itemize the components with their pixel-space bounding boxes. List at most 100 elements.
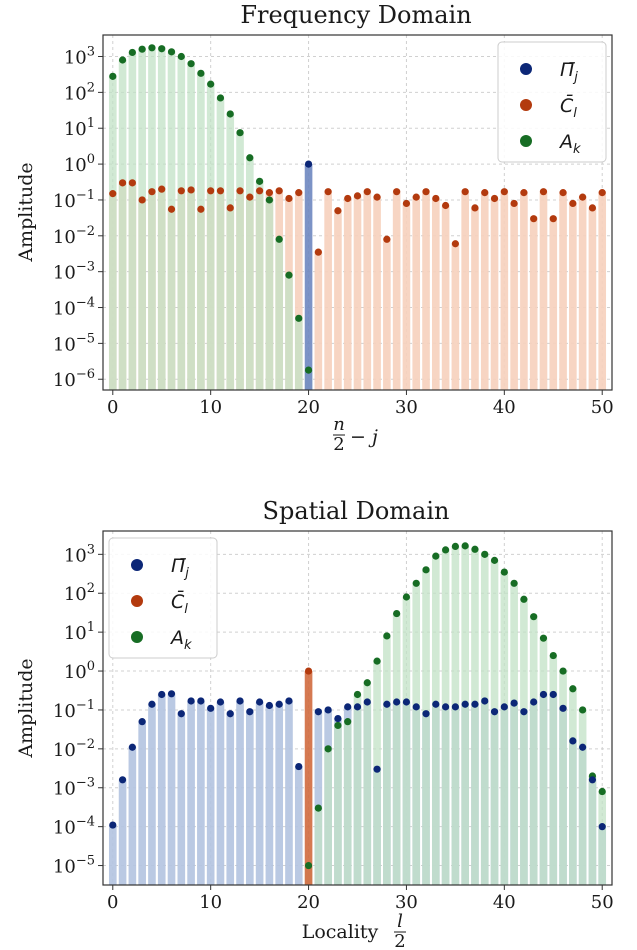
c-point (334, 207, 342, 215)
c-point (383, 235, 391, 243)
a-bar (324, 748, 332, 885)
pi-point (569, 737, 577, 745)
legend-marker-pi (131, 559, 143, 571)
a-point (187, 60, 195, 68)
x-axis-label-frac-denominator: 2 (333, 434, 344, 455)
pi-point (510, 699, 518, 707)
pi-bar (216, 702, 225, 885)
a-bar (285, 275, 293, 390)
a-bar (246, 157, 254, 390)
legend-marker-a (520, 135, 532, 147)
c-point (461, 188, 469, 196)
a-bar (569, 688, 577, 885)
y-axis-label: Amplitude (15, 658, 37, 758)
a-point (236, 129, 244, 137)
pi-bar (118, 779, 127, 885)
c-point (559, 189, 567, 197)
a-bar (588, 776, 597, 885)
a-bar (294, 318, 303, 390)
y-tick-label: 10−4 (53, 296, 95, 320)
pi-point (559, 704, 567, 712)
c-bar (471, 207, 479, 390)
a-point (167, 48, 176, 56)
c-point (246, 193, 254, 201)
a-bar (197, 73, 205, 390)
c-point (295, 189, 303, 197)
legend-label-pi: Π̄j (560, 59, 578, 85)
pi-bar (187, 700, 195, 885)
plot-area: 0 10 20 30 40 50 10−5 10−4 10−3 10−2 10−1 100 101 102… (53, 530, 614, 913)
pi-point (579, 743, 587, 751)
pi-point (246, 708, 254, 716)
a-point (138, 45, 146, 53)
x-tick-label: 30 (395, 892, 418, 913)
c-bar (431, 198, 440, 390)
frequency-domain-panel: Frequency Domain Amplitude n 2 − j 0 10 20… (15, 1, 614, 455)
c-point (363, 188, 371, 196)
c-point (441, 201, 450, 210)
a-bar (471, 549, 479, 885)
a-point (256, 177, 264, 185)
pi-bar (285, 700, 293, 885)
a-bar (480, 554, 489, 885)
a-point (285, 271, 293, 279)
legend-label-a: Ak (169, 627, 192, 653)
x-axis-label-frac-denominator: 2 (394, 931, 405, 950)
x-tick-label: 10 (199, 397, 222, 418)
c-point (216, 187, 225, 195)
c-bar (422, 191, 430, 390)
c-point (598, 189, 606, 197)
c-bar (578, 197, 587, 390)
a-point (197, 69, 205, 77)
y-tick-label: 10−2 (53, 737, 95, 761)
c-point (412, 193, 420, 201)
pi-point (216, 698, 225, 706)
c-point (275, 187, 283, 195)
a-point (344, 718, 352, 726)
pi-bar (108, 825, 117, 885)
c-point (510, 199, 518, 208)
pi-bar (128, 747, 137, 885)
c-point (138, 196, 146, 204)
a-bar (392, 613, 401, 885)
pi-bar (304, 164, 313, 390)
a-bar (598, 791, 607, 885)
c-bar (490, 198, 499, 390)
y-tick-label: 10−5 (53, 854, 95, 878)
a-point (471, 545, 479, 553)
pi-bar (206, 708, 215, 885)
pi-bar (148, 704, 156, 885)
a-point (490, 556, 499, 564)
pi-point (373, 765, 381, 773)
c-point (167, 205, 176, 213)
chart-title: Spatial Domain (263, 497, 450, 525)
a-point (304, 366, 313, 374)
y-tick-label: 102 (64, 80, 95, 104)
x-axis-label-rest: − j (350, 426, 378, 448)
a-point (177, 52, 185, 61)
pi-point (275, 700, 283, 708)
a-point (334, 721, 342, 730)
a-point (539, 634, 548, 642)
pi-point (598, 823, 606, 831)
a-bar (334, 725, 342, 885)
legend-marker-pi (520, 63, 532, 75)
a-point (500, 568, 508, 576)
pi-point (236, 697, 244, 705)
a-bar (167, 51, 176, 391)
a-point (363, 679, 371, 687)
pi-bar (167, 693, 176, 885)
a-bar (422, 569, 430, 885)
pi-point (461, 700, 469, 708)
pi-point (549, 690, 557, 699)
pi-point (353, 703, 362, 711)
pi-point (412, 703, 420, 711)
c-point (500, 188, 508, 196)
pi-point (207, 704, 215, 712)
legend-box (497, 41, 607, 163)
a-bar (451, 546, 460, 885)
x-tick-label: 0 (107, 397, 118, 418)
c-point (353, 192, 362, 200)
a-bar (206, 84, 215, 390)
pi-bar (275, 704, 284, 885)
